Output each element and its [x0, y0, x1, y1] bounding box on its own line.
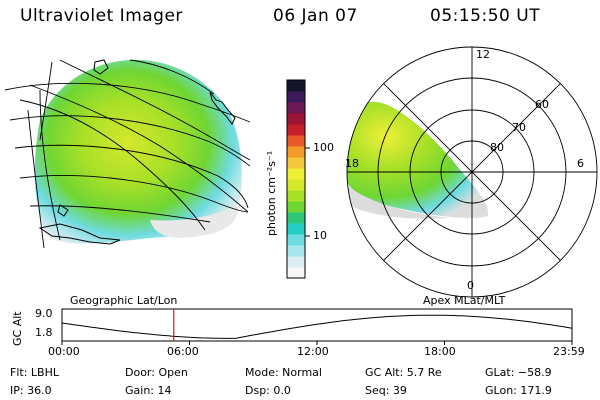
- colorbar-swatch: [287, 168, 305, 180]
- info-dsp: Dsp: 0.0: [245, 384, 291, 397]
- mlt-label-0: 0: [467, 279, 474, 292]
- aurora-blob-geographic: [34, 59, 242, 244]
- mlt-label-6: 6: [577, 157, 584, 170]
- info-ip: IP: 36.0: [10, 384, 52, 397]
- coastline-nz-south: [38, 223, 121, 245]
- xtick-18: 18:00: [424, 345, 456, 358]
- colorbar-swatch: [287, 124, 305, 136]
- colorbar-swatch: [287, 135, 305, 147]
- colorbar-swatch: [287, 113, 305, 125]
- colorbar-swatch: [287, 201, 305, 213]
- colorbar-swatch: [287, 157, 305, 169]
- xtick-06: 06:00: [167, 345, 199, 358]
- info-door: Door: Open: [125, 366, 188, 379]
- colorbar-unit-label: photon cm⁻²s⁻¹: [265, 150, 278, 236]
- colorbar: [287, 80, 310, 279]
- lat-label-70: 70: [512, 121, 526, 134]
- polar-plot: [346, 46, 598, 298]
- info-seq: Seq: 39: [365, 384, 407, 397]
- colorbar-swatch: [287, 190, 305, 202]
- colorbar-swatch: [287, 256, 305, 268]
- colorbar-swatch: [287, 245, 305, 257]
- colorbar-swatch: [287, 223, 305, 235]
- colorbar-swatch: [287, 102, 305, 114]
- colorbar-tick-100: 100: [313, 141, 334, 154]
- x-ticks: [61, 341, 573, 345]
- timeline-ylabel: GC Alt: [11, 311, 24, 346]
- coastline-nz-north: [209, 91, 236, 125]
- colorbar-swatch: [287, 212, 305, 224]
- timeline-left-title: Geographic Lat/Lon: [70, 294, 178, 307]
- colorbar-swatch: [287, 80, 305, 92]
- colorbar-tick-10: 10: [313, 229, 327, 242]
- colorbar-swatch: [287, 146, 305, 158]
- info-gain: Gain: 14: [125, 384, 172, 397]
- info-glon: GLon: 171.9: [485, 384, 552, 397]
- coastline-island: [93, 59, 109, 75]
- instrument-title: Ultraviolet Imager: [20, 6, 183, 26]
- date-label: 06 Jan 07: [273, 6, 358, 26]
- lat-label-60: 60: [535, 98, 549, 111]
- colorbar-swatch: [287, 234, 305, 246]
- colorbar-swatch: [287, 91, 305, 103]
- info-gcalt: GC Alt: 5.7 Re: [365, 366, 442, 379]
- geographic-image: [4, 59, 251, 249]
- colorbar-swatch: [287, 267, 305, 279]
- timeline-ytick-1-8: 1.8: [35, 326, 53, 339]
- info-flt: Flt: LBHL: [10, 366, 59, 379]
- time-label: 05:15:50 UT: [430, 6, 541, 26]
- lat-label-80: 80: [490, 141, 504, 154]
- xtick-12: 12:00: [297, 345, 329, 358]
- timeline-ytick-9: 9.0: [35, 307, 53, 320]
- mlt-label-18: 18: [345, 157, 359, 170]
- colorbar-swatch: [287, 179, 305, 191]
- timeline-right-title: Apex MLat/MLT: [423, 294, 506, 307]
- aurora-blob-polar: [347, 101, 489, 219]
- info-mode: Mode: Normal: [245, 366, 322, 379]
- mlt-label-12: 12: [476, 48, 490, 61]
- altitude-timeline: [61, 308, 573, 345]
- geographic-grid: [4, 59, 251, 249]
- xtick-00: 00:00: [48, 345, 80, 358]
- xtick-2359: 23:59: [553, 345, 585, 358]
- info-glat: GLat: −58.9: [485, 366, 552, 379]
